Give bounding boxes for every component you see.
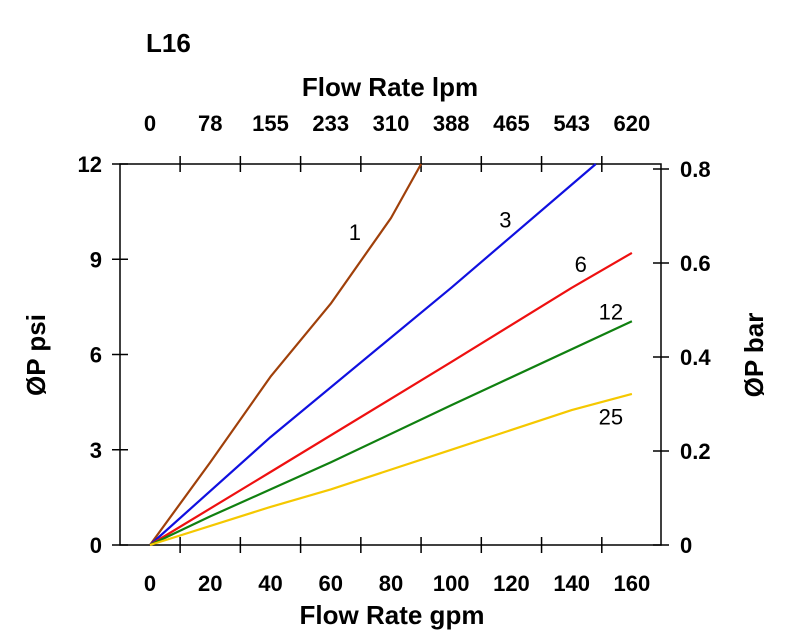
y-tick-label: 0 [90, 533, 102, 558]
plot-frame [119, 163, 662, 546]
chart-title: L16 [146, 28, 191, 58]
y-tick-label: 9 [90, 247, 102, 272]
series-line-3 [149, 163, 597, 546]
series-label: 12 [599, 300, 623, 325]
top-tick-label: 0 [144, 111, 156, 136]
right-axis-label: ØP bar [739, 313, 769, 398]
x-tick-label: 80 [379, 571, 403, 596]
x-tick-label: 100 [433, 571, 470, 596]
series-line-6 [149, 251, 633, 546]
x-tick-label: 40 [258, 571, 282, 596]
y2-tick-label: 0.8 [680, 157, 711, 182]
y-tick-label: 12 [78, 152, 102, 177]
x-tick-label: 120 [493, 571, 530, 596]
top-tick-label: 78 [198, 111, 222, 136]
series-label: 3 [499, 208, 511, 233]
x-tick-label: 140 [553, 571, 590, 596]
top-tick-label: 465 [493, 111, 530, 136]
series-line-12 [149, 320, 633, 546]
series-label: 25 [599, 404, 623, 429]
top-tick-label: 543 [553, 111, 590, 136]
bottom-axis-label: Flow Rate gpm [300, 600, 485, 630]
series-label: 1 [349, 220, 361, 245]
series-label: 6 [575, 252, 587, 277]
series-line-25 [149, 392, 633, 547]
top-tick-label: 155 [252, 111, 289, 136]
y2-tick-label: 0 [680, 533, 692, 558]
top-tick-label: 388 [433, 111, 470, 136]
top-tick-label: 620 [614, 111, 651, 136]
series-line-1 [149, 163, 423, 546]
y-tick-label: 3 [90, 438, 102, 463]
y-tick-label: 6 [90, 343, 102, 368]
x-tick-label: 20 [198, 571, 222, 596]
x-tick-label: 160 [614, 571, 651, 596]
top-tick-label: 310 [373, 111, 410, 136]
x-tick-label: 0 [144, 571, 156, 596]
x-tick-label: 60 [318, 571, 342, 596]
y2-tick-label: 0.2 [680, 439, 711, 464]
top-tick-label: 233 [312, 111, 349, 136]
left-axis-label: ØP psi [21, 314, 51, 396]
y2-tick-label: 0.6 [680, 251, 711, 276]
y2-tick-label: 0.4 [680, 345, 711, 370]
top-axis-label: Flow Rate lpm [302, 72, 478, 102]
